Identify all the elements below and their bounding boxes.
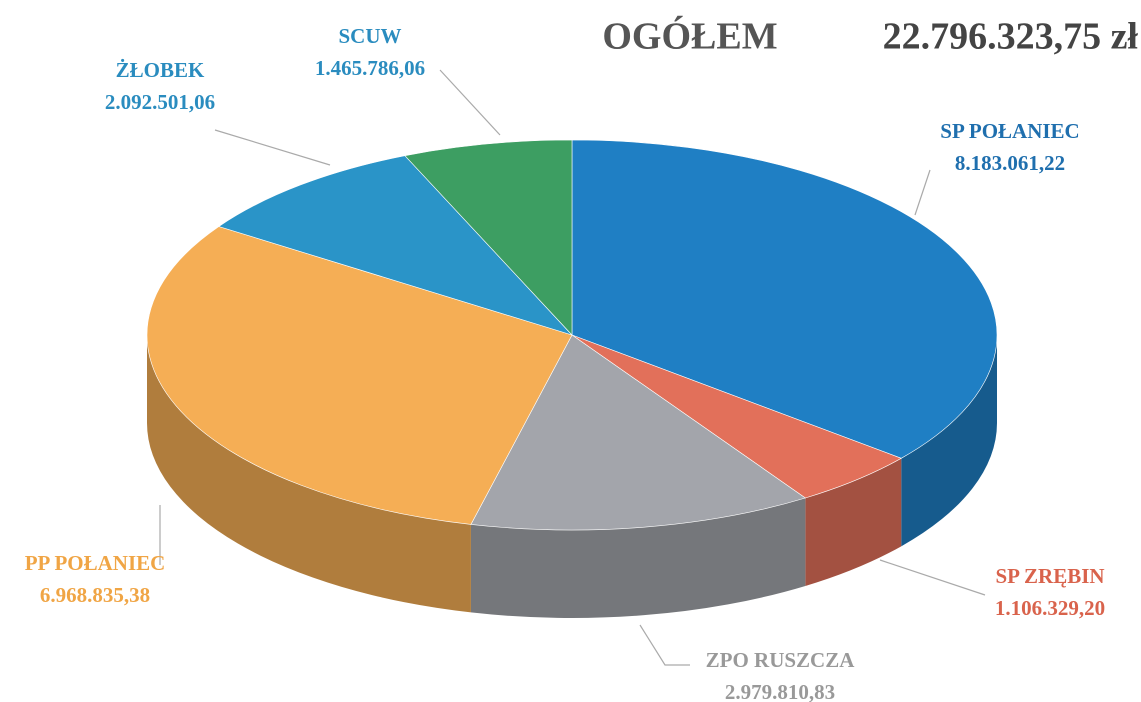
leader-line bbox=[879, 559, 986, 596]
pie-slice bbox=[218, 155, 573, 336]
pie-slice bbox=[571, 139, 998, 459]
slice-label: ZPO RUSZCZA bbox=[706, 648, 856, 672]
pie-side bbox=[470, 497, 806, 618]
chart-title: OGÓŁEM bbox=[602, 16, 777, 58]
slice-value-label: 1.465.786,06 bbox=[315, 56, 425, 80]
slice-value-label: 2.092.501,06 bbox=[105, 90, 215, 114]
leader-line bbox=[914, 169, 931, 216]
pie-slice bbox=[404, 139, 573, 336]
pie-side bbox=[901, 335, 997, 547]
slice-label: SCUW bbox=[338, 24, 401, 48]
slice-value-label: 2.979.810,83 bbox=[725, 680, 835, 702]
leader-line bbox=[639, 624, 690, 666]
slice-value-label: 6.968.835,38 bbox=[40, 583, 150, 607]
pie-slice bbox=[470, 334, 807, 531]
leader-line bbox=[439, 69, 501, 136]
leader-line bbox=[214, 129, 331, 166]
slice-label: PP POŁANIEC bbox=[25, 551, 166, 575]
slice-label: SP ZRĘBIN bbox=[995, 564, 1104, 588]
pie-side bbox=[147, 335, 471, 613]
pie-slice bbox=[146, 226, 573, 525]
slice-value-label: 1.106.329,20 bbox=[995, 596, 1105, 620]
slice-label: ŻŁOBEK bbox=[116, 58, 205, 82]
slice-label: SP POŁANIEC bbox=[940, 119, 1079, 143]
slice-value-label: 8.183.061,22 bbox=[955, 151, 1065, 175]
chart-total: 22.796.323,75 zł bbox=[883, 16, 1139, 58]
